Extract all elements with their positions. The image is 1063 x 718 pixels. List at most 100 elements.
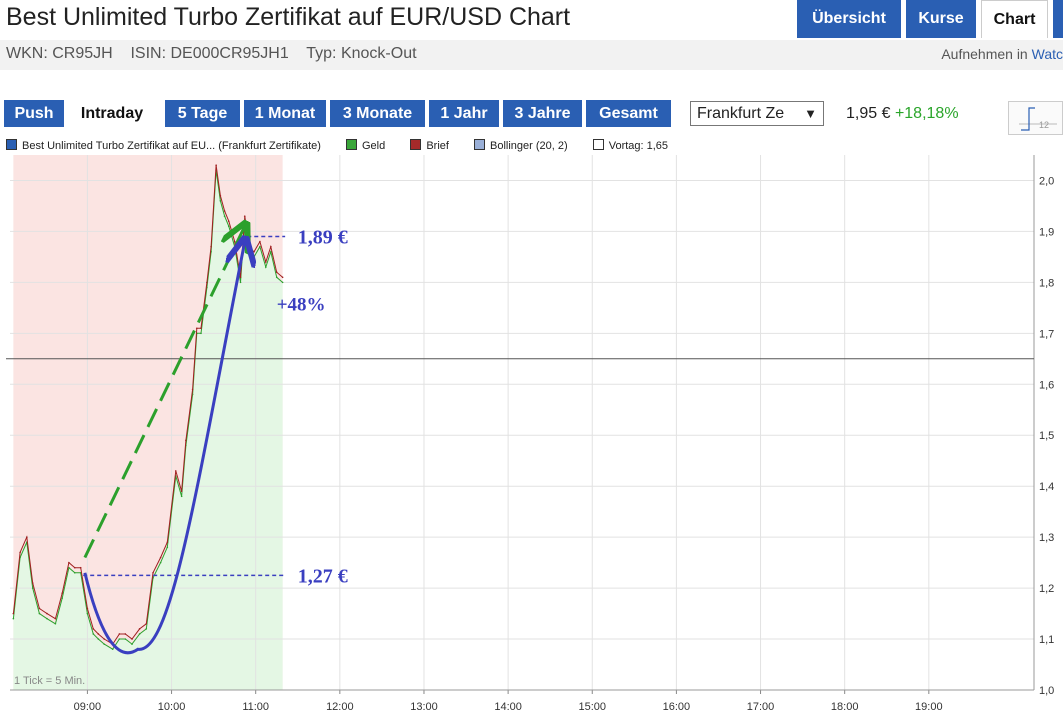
legend-swatch-geld	[346, 139, 357, 150]
data-point-brief	[233, 240, 236, 243]
data-point-brief	[223, 210, 226, 212]
gain-percent-label: +48%	[277, 294, 326, 315]
range-1-monat[interactable]: 1 Monat	[244, 100, 326, 127]
data-point-brief	[215, 164, 217, 166]
data-point-geld	[281, 281, 284, 284]
watchlist-link[interactable]: Watc	[1031, 46, 1063, 62]
legend-label-brief: Brief	[426, 140, 449, 152]
data-point-geld	[111, 648, 114, 651]
x-tick-label: 17:00	[747, 701, 775, 713]
range-3-monate[interactable]: 3 Monate	[330, 100, 425, 127]
data-point-brief	[138, 628, 141, 630]
wkn-label: WKN: CR95JH	[6, 45, 113, 62]
gain-area	[13, 170, 283, 691]
data-point-geld	[219, 200, 222, 202]
data-point-geld	[124, 638, 127, 640]
data-point-brief	[159, 556, 162, 559]
quote-price: 1,95 €	[846, 105, 891, 122]
type-label: Typ: Knock-Out	[306, 45, 417, 62]
exchange-select[interactable]: Frankfurt Ze ▼	[690, 101, 824, 126]
x-tick-label: 15:00	[578, 701, 606, 713]
data-point-brief	[152, 572, 154, 574]
data-point-brief	[97, 633, 100, 635]
tab-uebersicht[interactable]: Übersicht	[797, 0, 901, 38]
data-point-geld	[103, 643, 106, 645]
data-point-brief	[174, 470, 177, 472]
legend-swatch-brief	[410, 139, 422, 150]
data-point-geld	[227, 225, 230, 228]
data-point-geld	[86, 612, 89, 615]
x-tick-label: 18:00	[831, 701, 859, 713]
range-1-jahr[interactable]: 1 Jahr	[429, 100, 499, 127]
page-title: Best Unlimited Turbo Zertifikat auf EUR/…	[6, 3, 571, 31]
data-point-brief	[118, 633, 121, 635]
data-point-geld	[275, 276, 278, 279]
chevron-down-icon: ▼	[804, 106, 817, 121]
data-point-geld	[200, 332, 202, 335]
plot-area: 2,0 1,9 1,8 1,7 1,6 1,5 1,4 1,3 1,2 1,1 1,0 09:00 10…	[6, 155, 1054, 713]
mini-chart-icon[interactable]: 12	[1008, 101, 1063, 135]
green-trend-arrow	[83, 226, 245, 559]
legend-label-geld: Geld	[362, 140, 386, 152]
data-point-brief	[180, 490, 183, 493]
data-point-brief	[248, 245, 250, 248]
data-point-brief	[131, 638, 133, 640]
range-3-jahre[interactable]: 3 Jahre	[503, 100, 582, 127]
data-point-brief	[38, 607, 41, 610]
legend-item-geld: Geld	[346, 139, 385, 152]
data-point-geld	[239, 281, 242, 284]
x-tick-label: 09:00	[74, 701, 102, 713]
data-point-brief	[200, 327, 202, 330]
legend-swatch-main	[6, 139, 17, 150]
tab-more[interactable]	[1053, 0, 1063, 38]
tab-kurse[interactable]: Kurse	[906, 0, 976, 38]
legend-swatch-bollinger	[474, 139, 485, 150]
data-point-brief	[275, 271, 278, 273]
data-point-geld	[118, 638, 121, 640]
data-point-geld	[223, 215, 226, 217]
data-point-geld	[31, 587, 34, 589]
data-point-brief	[73, 566, 76, 569]
x-tick-label: 14:00	[494, 701, 522, 713]
y-tick-label: 2,0	[1039, 175, 1054, 187]
range-push[interactable]: Push	[4, 100, 64, 127]
x-tick-label: 12:00	[326, 701, 354, 713]
watchlist-prefix: Aufnehmen in	[941, 46, 1028, 62]
blue-path-arrow	[83, 242, 245, 655]
mini-chart-label: 12	[1039, 120, 1049, 130]
legend-item-main: Best Unlimited Turbo Zertifikat auf EU..…	[6, 139, 321, 152]
data-point-brief	[185, 439, 187, 442]
data-point-brief	[166, 541, 169, 544]
data-point-brief	[270, 245, 272, 248]
high-price-label: 1,89 €	[298, 227, 348, 249]
legend-label-main: Best Unlimited Turbo Zertifikat auf EU..…	[22, 140, 321, 152]
y-tick-label: 1,2	[1039, 583, 1054, 595]
legend-label-bollinger: Bollinger (20, 2)	[490, 140, 568, 152]
data-point-brief	[206, 281, 208, 284]
data-point-brief	[68, 561, 70, 564]
data-point-brief	[92, 628, 95, 630]
tick-note: 1 Tick = 5 Min.	[14, 675, 85, 687]
data-point-geld	[180, 495, 183, 498]
data-point-geld	[138, 633, 141, 635]
data-point-brief	[79, 566, 82, 569]
range-gesamt[interactable]: Gesamt	[586, 100, 671, 127]
data-point-brief	[19, 551, 21, 554]
data-point-geld	[253, 256, 255, 258]
quote-change: +18,18%	[894, 105, 959, 122]
data-point-geld	[270, 251, 272, 253]
range-intraday[interactable]: Intraday	[67, 100, 157, 127]
data-point-geld	[12, 617, 15, 620]
data-point-brief	[253, 251, 255, 253]
range-5-tage[interactable]: 5 Tage	[165, 100, 240, 127]
y-tick-label: 1,8	[1039, 277, 1054, 289]
data-point-brief	[124, 633, 127, 635]
y-tick-label: 1,0	[1039, 685, 1054, 697]
watchlist-add[interactable]: Aufnehmen in Watc	[941, 46, 1063, 62]
data-point-brief	[195, 327, 198, 330]
data-point-brief	[219, 194, 222, 197]
data-point-geld	[97, 638, 100, 640]
intraday-chart: 2,0 1,9 1,8 1,7 1,6 1,5 1,4 1,3 1,2 1,1 1,0 09:00 10…	[6, 155, 1054, 713]
isin-label: ISIN: DE000CR95JH1	[130, 45, 289, 62]
tab-chart[interactable]: Chart	[981, 0, 1048, 38]
